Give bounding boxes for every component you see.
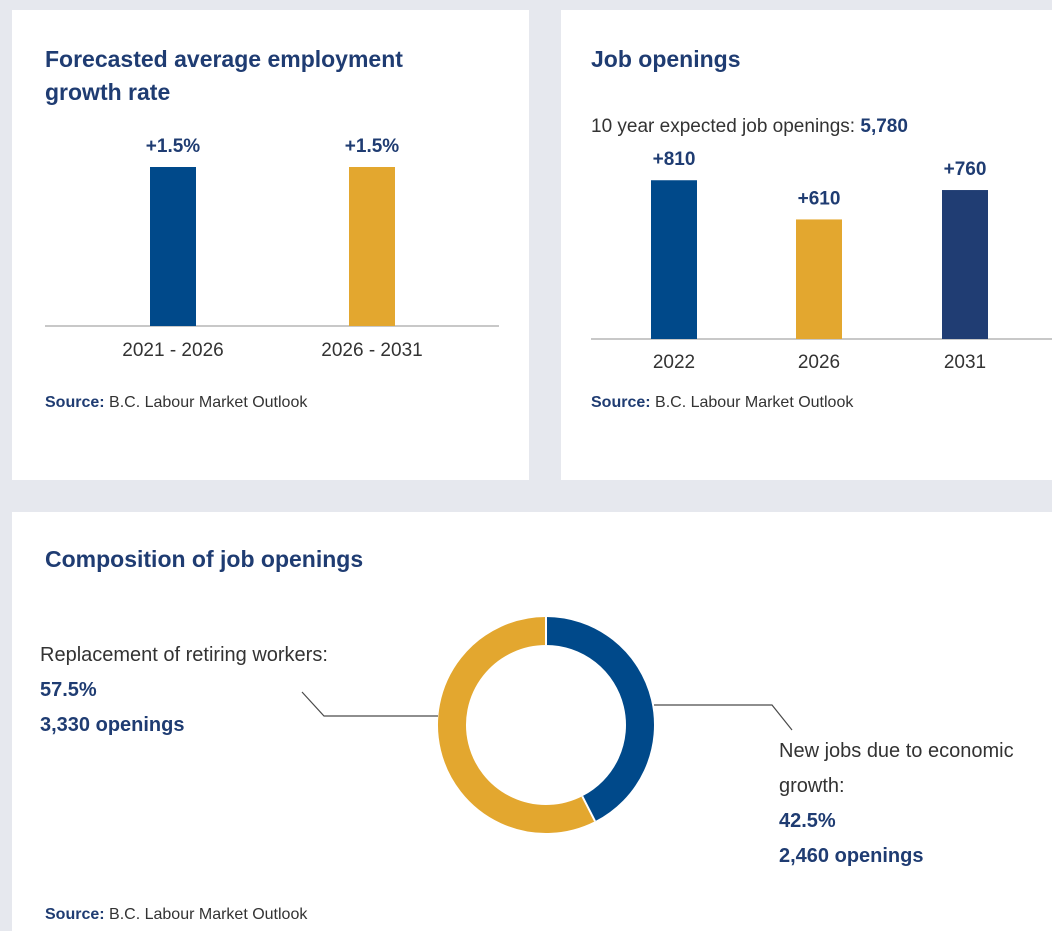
source-note: Source: B.C. Labour Market Outlook [45, 906, 307, 924]
data-label: +760 [944, 159, 987, 180]
slice-openings: 3,330 openings [40, 714, 185, 736]
job-openings-card: Job openings 10 year expected job openin… [561, 10, 1052, 480]
bar-2026-2031 [349, 167, 395, 326]
data-label: +1.5% [345, 136, 400, 157]
category-label: 2031 [944, 352, 986, 373]
openings-bar-chart: +810 2022 +610 2026 +760 2031 [591, 149, 1052, 373]
composition-donut-chart [301, 617, 793, 833]
new-jobs-leader-line [654, 704, 793, 731]
chart-subtitle: 10 year expected job openings: 5,780 [591, 116, 908, 138]
source-label: Source: [591, 394, 651, 411]
slice-separator [581, 795, 596, 822]
slice-percent: 42.5% [779, 810, 836, 832]
source-text: B.C. Labour Market Outlook [655, 394, 854, 411]
category-label: 2026 - 2031 [321, 340, 422, 361]
chart-title: Job openings [591, 46, 741, 72]
source-label: Source: [45, 394, 105, 411]
chart-title: Composition of job openings [45, 546, 364, 572]
data-label: +810 [653, 149, 696, 170]
data-label: +1.5% [146, 136, 201, 157]
category-label: 2026 [798, 352, 840, 373]
donut-slice-0 [545, 617, 654, 822]
new-jobs-slice-label: New jobs due to economic growth: 42.5% 2… [779, 734, 1052, 874]
composition-card: Composition of job openings Replacement … [12, 512, 1052, 931]
slice-label: Replacement of retiring workers: [40, 644, 328, 666]
source-text: B.C. Labour Market Outlook [109, 906, 308, 923]
slice-openings: 2,460 openings [779, 845, 924, 867]
donut-slice-1 [438, 617, 596, 833]
slice-label: New jobs due to economic growth: [779, 740, 1014, 797]
growth-bar-chart: +1.5% 2021 - 2026 +1.5% 2026 - 2031 [45, 136, 499, 361]
bar-2026 [796, 219, 842, 339]
bar-2031 [942, 190, 988, 339]
source-note: Source: B.C. Labour Market Outlook [591, 394, 853, 412]
employment-growth-card: Forecasted average employment growth rat… [12, 10, 529, 480]
source-note: Source: B.C. Labour Market Outlook [45, 394, 307, 412]
replacement-slice-label: Replacement of retiring workers: 57.5% 3… [40, 638, 328, 743]
subtitle-label: 10 year expected job openings: [591, 116, 856, 137]
bar-2021-2026 [150, 167, 196, 326]
category-label: 2022 [653, 352, 695, 373]
category-label: 2021 - 2026 [122, 340, 223, 361]
subtitle-value: 5,780 [860, 116, 908, 137]
replacement-leader-line [301, 691, 438, 717]
chart-title: Forecasted average employment growth rat… [45, 46, 403, 105]
slice-percent: 57.5% [40, 679, 97, 701]
source-text: B.C. Labour Market Outlook [109, 394, 308, 411]
bar-2022 [651, 180, 697, 339]
data-label: +610 [798, 188, 841, 209]
source-label: Source: [45, 906, 105, 923]
